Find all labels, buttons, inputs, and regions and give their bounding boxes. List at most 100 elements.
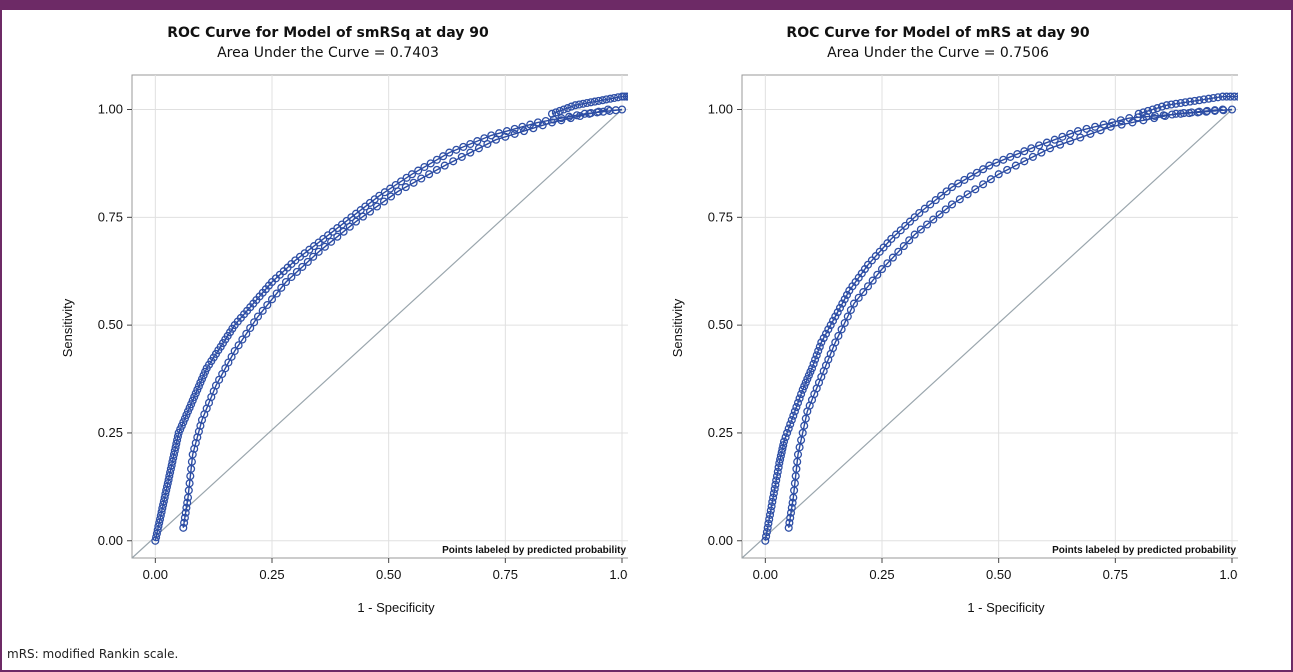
roc-point <box>765 510 775 519</box>
roc-point <box>1148 105 1157 114</box>
roc-point <box>547 118 557 127</box>
roc-point <box>963 190 972 199</box>
roc-point <box>166 468 175 477</box>
roc-point <box>786 420 795 429</box>
roc-point <box>1227 105 1237 114</box>
roc-point <box>173 436 182 445</box>
roc-point <box>1020 157 1029 166</box>
roc-point <box>769 493 778 502</box>
roc-point <box>992 158 1001 167</box>
roc-point <box>910 213 919 222</box>
roc-point <box>1006 152 1015 161</box>
roc-point <box>401 183 410 192</box>
roc-point <box>891 230 901 239</box>
roc-point <box>843 312 852 321</box>
roc-point <box>1167 100 1176 109</box>
roc-point <box>797 436 806 445</box>
roc-point <box>185 403 194 412</box>
roc-point <box>409 178 418 187</box>
roc-point <box>487 131 496 140</box>
roc-point <box>173 432 182 441</box>
chart-panel-right: 0.00 0.25 0.50 0.75 1.00 0.00 0.25 0.50 0.75 1.00… <box>618 10 1238 630</box>
roc-point <box>152 529 161 538</box>
roc-point <box>372 202 382 211</box>
roc-point <box>495 129 504 138</box>
roc-point <box>837 325 846 334</box>
roc-point <box>566 114 575 123</box>
roc-point <box>571 101 580 110</box>
roc-point <box>905 217 915 226</box>
roc-point <box>529 124 538 133</box>
x-tick-label: 0.75 <box>493 567 518 582</box>
roc-point <box>457 152 466 161</box>
roc-point <box>1150 114 1159 123</box>
roc-point <box>972 168 981 177</box>
roc-point <box>154 522 163 531</box>
roc-point <box>156 511 165 520</box>
roc-point <box>174 428 183 437</box>
roc-point <box>153 525 162 535</box>
roc-point <box>1204 94 1213 103</box>
y-axis-label: Sensitivity <box>670 298 685 357</box>
roc-point <box>1117 120 1126 129</box>
roc-point <box>954 179 963 188</box>
plot-area <box>741 74 1238 559</box>
roc-point <box>445 148 454 157</box>
roc-point <box>426 159 435 168</box>
roc-point <box>622 92 628 101</box>
roc-point <box>565 112 574 121</box>
roc-point <box>194 382 203 391</box>
roc-point <box>624 92 628 101</box>
roc-point <box>788 498 797 507</box>
roc-point <box>417 174 426 183</box>
roc-point <box>168 457 177 466</box>
x-tick-label: 0.00 <box>143 567 168 582</box>
y-tick-label: 0.50 <box>708 317 733 332</box>
roc-point <box>833 308 842 317</box>
roc-point <box>767 502 776 511</box>
roc-point <box>559 105 568 114</box>
roc-point <box>160 493 169 502</box>
roc-point <box>1185 97 1195 106</box>
roc-point <box>557 116 566 125</box>
roc-point <box>831 338 840 347</box>
roc-point <box>1171 99 1181 108</box>
roc-point <box>1020 147 1029 156</box>
roc-point <box>793 398 803 407</box>
roc-point <box>985 161 994 170</box>
roc-point <box>165 472 174 481</box>
roc-point <box>230 346 239 356</box>
roc-point <box>177 421 186 430</box>
roc-point <box>966 172 975 181</box>
roc-point <box>916 225 925 234</box>
roc-point <box>501 132 510 141</box>
roc-point <box>815 342 824 351</box>
roc-point <box>594 107 603 116</box>
roc-point <box>1096 126 1105 135</box>
points-labeled-note: Points labeled by predicted probability <box>1052 545 1236 556</box>
roc-point <box>842 290 852 299</box>
roc-point <box>1210 106 1219 115</box>
roc-point <box>169 450 179 459</box>
roc-point <box>899 242 908 251</box>
chart-panel-left: 0.00 0.25 0.50 0.75 1.00 0.00 0.25 0.50 0.75 1.00… <box>8 10 628 630</box>
x-tick-label: 0.00 <box>753 567 778 582</box>
roc-point <box>775 459 784 468</box>
roc-point <box>779 441 788 450</box>
plot-area <box>131 74 628 559</box>
roc-point <box>466 139 475 149</box>
roc-point <box>575 100 584 109</box>
roc-point <box>834 331 843 340</box>
roc-point <box>1218 105 1227 114</box>
chart-subtitle: Area Under the Curve = 0.7506 <box>827 45 1049 61</box>
roc-point <box>582 98 592 108</box>
y-tick-label: 0.75 <box>98 209 123 224</box>
roc-point <box>840 318 849 328</box>
roc-point <box>1082 124 1091 133</box>
roc-point <box>179 523 188 532</box>
roc-point <box>765 515 774 524</box>
roc-point <box>947 183 957 192</box>
roc-point <box>846 305 855 315</box>
roc-point <box>234 341 243 350</box>
roc-point <box>773 467 782 476</box>
